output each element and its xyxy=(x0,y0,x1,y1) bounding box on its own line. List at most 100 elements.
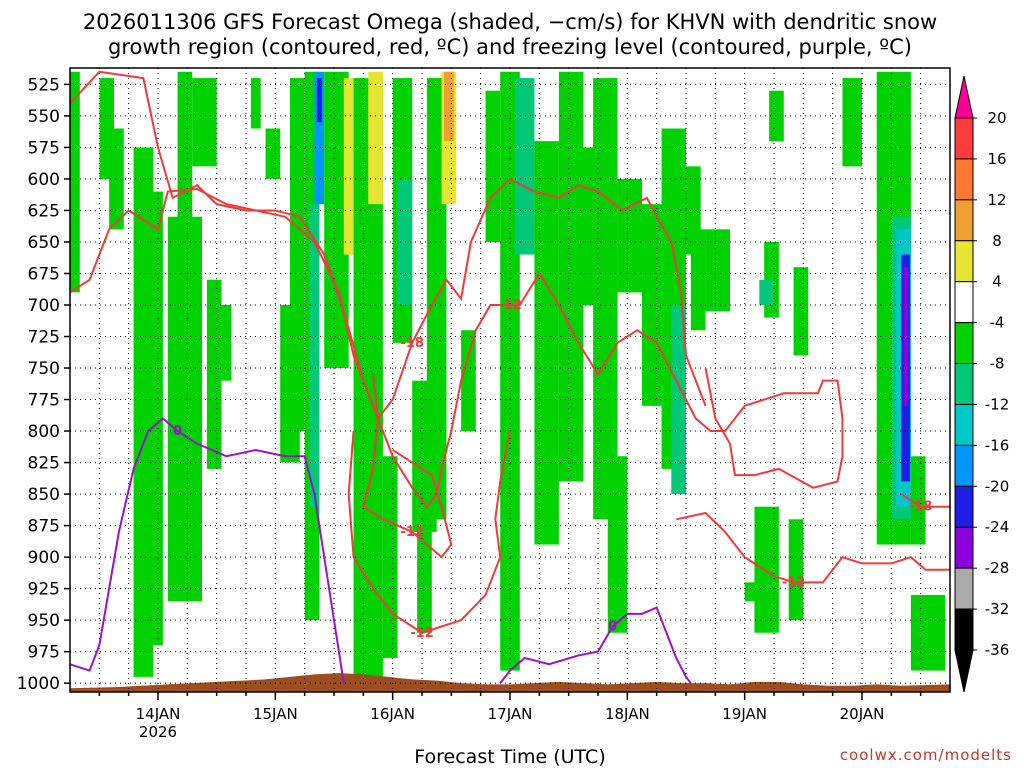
omega-region-2 xyxy=(109,128,124,230)
y-tick-label-750: 750 xyxy=(28,359,60,379)
y-tick-label-975: 975 xyxy=(28,643,60,663)
colorbar-swatch-2 xyxy=(954,199,974,242)
omega-region-30 xyxy=(461,330,476,432)
colorbar-label-13: -36 xyxy=(985,641,1010,659)
x-tick-label-0: 14JAN xyxy=(136,705,181,723)
red-contour-line-2 xyxy=(362,374,453,559)
omega-region-40 xyxy=(642,204,662,406)
omega-region-51 xyxy=(754,506,779,633)
omega-region-50 xyxy=(842,78,862,167)
y-tick-label-875: 875 xyxy=(28,517,60,537)
omega-region-58 xyxy=(903,267,909,406)
freezing-contour-label-1: 0 xyxy=(608,619,617,634)
omega-region-9 xyxy=(221,304,232,381)
omega-region-34 xyxy=(534,141,559,545)
omega-region-52 xyxy=(788,519,804,621)
colorbar: 20 16 12 8 4 -4 -8 -12 -16 -20 -24 -28 -32 -36 xyxy=(954,75,1010,693)
omega-region-48 xyxy=(769,90,784,142)
x-tick-sublabel-0: 2026 xyxy=(139,723,177,741)
omega-region-31 xyxy=(485,90,501,242)
red-contour-line-5 xyxy=(900,493,950,508)
colorbar-label-0: 20 xyxy=(987,109,1006,127)
colorbar-bottom-triangle xyxy=(954,649,974,693)
x-axis-title: Forecast Time (UTC) xyxy=(414,746,605,768)
colorbar-swatch-9 xyxy=(954,485,974,528)
colorbar-label-7: -12 xyxy=(985,395,1010,413)
freezing-contour-line-0 xyxy=(70,417,345,684)
colorbar-swatch-7 xyxy=(954,403,974,446)
y-tick-label-625: 625 xyxy=(28,201,60,221)
y-axis: 525 550 575 600 625 650 675 700 725 750 775 800 825 8… xyxy=(17,75,70,694)
x-tick-label-6: 20JAN xyxy=(840,705,885,723)
colorbar-swatch-0 xyxy=(954,117,974,160)
omega-region-10 xyxy=(250,78,261,129)
omega-region-60 xyxy=(910,594,946,671)
freezing-level-contours: 00 xyxy=(70,417,692,684)
terrain-fill xyxy=(70,673,950,692)
omega-region-47 xyxy=(759,279,774,305)
omega-region-45 xyxy=(705,229,730,312)
omega-region-38 xyxy=(607,456,628,633)
colorbar-label-9: -20 xyxy=(985,477,1010,495)
omega-region-39 xyxy=(617,178,642,293)
omega-region-42 xyxy=(671,304,686,495)
colorbar-label-1: 16 xyxy=(987,150,1006,168)
red-contour-label-1: -12 xyxy=(498,298,522,313)
omega-region-8 xyxy=(206,279,222,469)
y-tick-label-650: 650 xyxy=(28,233,60,253)
omega-shading xyxy=(70,71,946,684)
omega-region-44 xyxy=(690,229,706,331)
y-tick-label-550: 550 xyxy=(28,107,60,127)
omega-region-29 xyxy=(444,71,454,142)
colorbar-label-4: 4 xyxy=(992,273,1002,291)
omega-region-5 xyxy=(167,216,202,602)
colorbar-swatch-4 xyxy=(954,281,974,324)
colorbar-label-8: -16 xyxy=(985,436,1010,454)
omega-region-37 xyxy=(593,78,618,520)
y-tick-label-775: 775 xyxy=(28,391,60,411)
omega-region-4 xyxy=(143,191,163,646)
freezing-contour-label-0: 0 xyxy=(173,424,182,439)
omega-region-24 xyxy=(397,178,413,305)
colorbar-label-11: -28 xyxy=(985,559,1010,577)
red-contour-label-3: -12 xyxy=(410,626,434,641)
y-tick-label-825: 825 xyxy=(28,454,60,474)
red-contour-label-0: -18 xyxy=(400,336,424,351)
omega-region-17 xyxy=(316,78,322,123)
red-contour-line-3 xyxy=(347,430,511,634)
red-contour-line-4 xyxy=(676,511,950,584)
dendritic-growth-contours: -18 -12 -12 -12 -12 -18 xyxy=(70,70,950,641)
omega-region-49 xyxy=(793,267,809,356)
omega-region-0 xyxy=(70,71,80,293)
y-tick-label-850: 850 xyxy=(28,485,60,505)
y-tick-label-900: 900 xyxy=(28,548,60,568)
omega-region-33 xyxy=(514,78,535,255)
chart-title-line-1: 2026011306 GFS Forecast Omega (shaded, −… xyxy=(83,10,937,34)
y-tick-label-600: 600 xyxy=(28,170,60,190)
y-tick-label-525: 525 xyxy=(28,75,60,95)
red-contour-line-1 xyxy=(70,187,844,509)
omega-region-7 xyxy=(192,78,217,167)
y-tick-label-800: 800 xyxy=(28,422,60,442)
x-tick-label-2: 16JAN xyxy=(370,705,415,723)
colorbar-label-6: -8 xyxy=(990,355,1005,373)
x-tick-label-5: 19JAN xyxy=(722,705,767,723)
y-tick-label-925: 925 xyxy=(28,580,60,600)
omega-region-11 xyxy=(265,128,281,179)
terrain-area xyxy=(70,673,950,692)
credit-text: coolwx.com/modelts xyxy=(840,746,1012,764)
colorbar-swatch-3 xyxy=(954,240,974,283)
y-tick-label-1000: 1000 xyxy=(17,674,60,694)
colorbar-top-triangle xyxy=(954,75,974,119)
x-tick-label-1: 15JAN xyxy=(253,705,298,723)
y-tick-label-950: 950 xyxy=(28,611,60,631)
colorbar-swatch-8 xyxy=(954,444,974,487)
y-tick-label-700: 700 xyxy=(28,296,60,316)
colorbar-label-10: -24 xyxy=(985,518,1010,536)
omega-region-15 xyxy=(309,204,320,507)
red-contour-label-4: -12 xyxy=(782,575,806,590)
omega-region-6 xyxy=(177,71,193,230)
colorbar-swatch-11 xyxy=(954,567,974,610)
omega-region-16 xyxy=(314,71,325,205)
